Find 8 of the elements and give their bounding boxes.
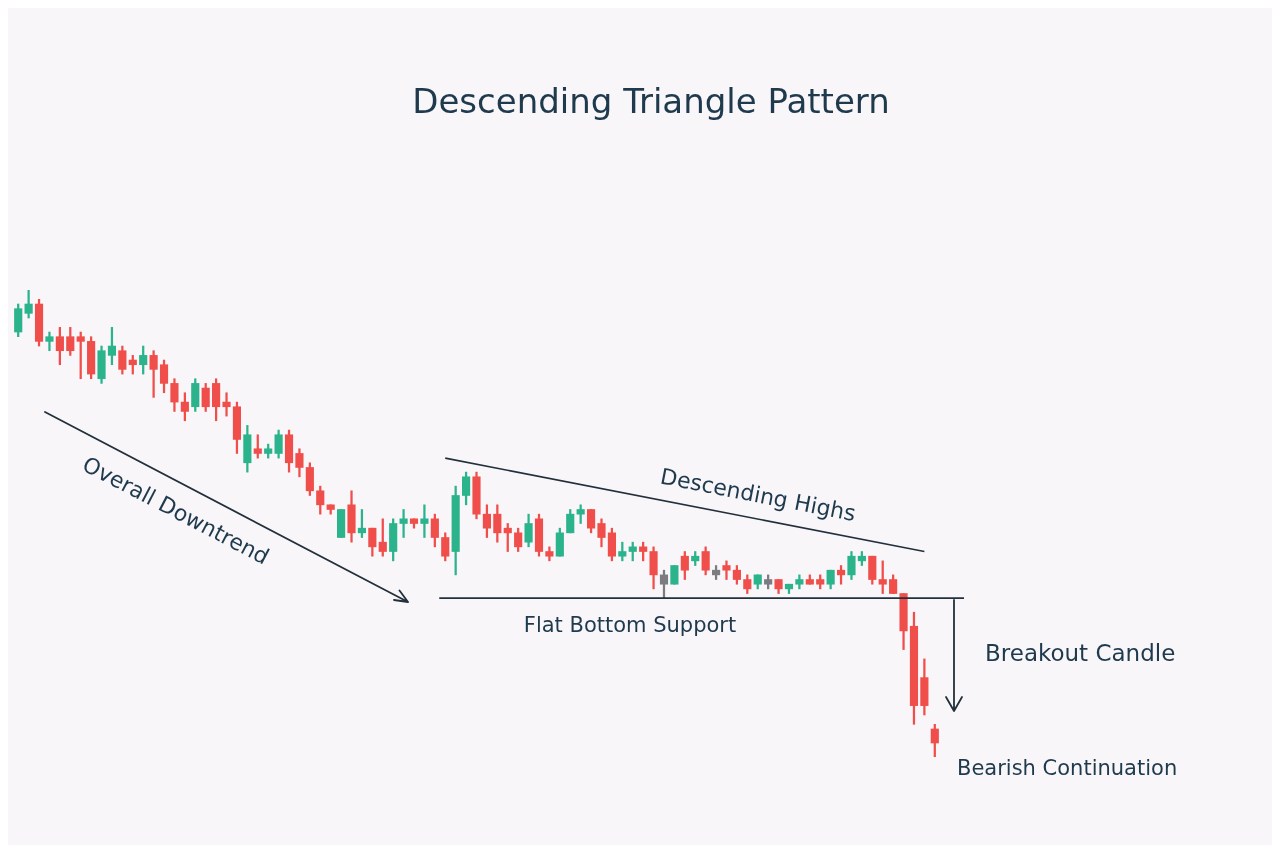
text: Bearish Continuation: [957, 756, 1178, 781]
chart-title: Descending Triangle Pattern: [412, 80, 890, 121]
candlestick: [222, 392, 231, 417]
ref-line-label: Flat Bottom Support: [523, 612, 737, 637]
text: Breakout Candle: [985, 639, 1176, 666]
candlestick: [399, 509, 408, 538]
candlestick: [420, 504, 429, 538]
candlestick: [149, 350, 158, 398]
